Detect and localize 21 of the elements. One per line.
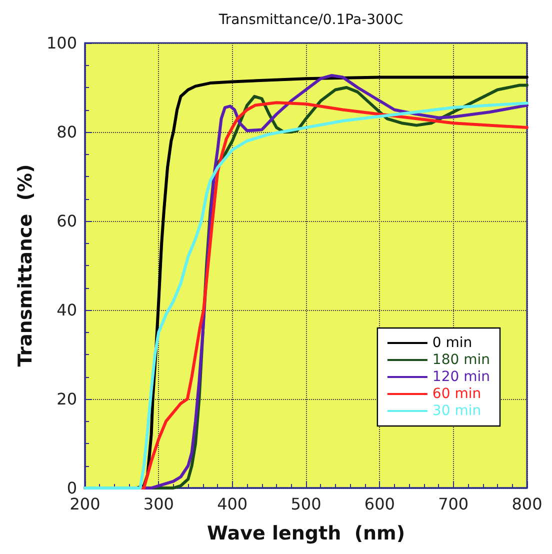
legend-label: 30 min [432,403,482,419]
legend-label: 180 min [432,352,490,368]
y-tick-label: 0 [66,478,77,498]
y-axis-title: Transmittance (%) [14,164,36,367]
x-tick-label: 600 [364,494,395,514]
x-tick-label: 800 [512,494,542,514]
x-tick-label: 500 [290,494,322,514]
legend-label: 120 min [432,369,490,385]
y-tick-label: 80 [56,122,77,142]
x-tick-label: 300 [143,494,174,514]
x-tick-label: 700 [438,494,469,514]
y-tick-label: 40 [56,300,77,320]
chart-title: Transmittance/0.1Pa-300C [218,12,404,28]
x-axis-title: Wave length (nm) [206,522,406,544]
legend-label: 0 min [432,335,472,351]
x-tick-label: 200 [70,494,100,514]
y-tick-label: 60 [56,212,77,230]
legend-label: 60 min [432,386,482,402]
y-tick-label: 20 [56,390,77,408]
x-tick-label: 400 [217,494,248,514]
y-tick-label: 100 [46,34,77,52]
